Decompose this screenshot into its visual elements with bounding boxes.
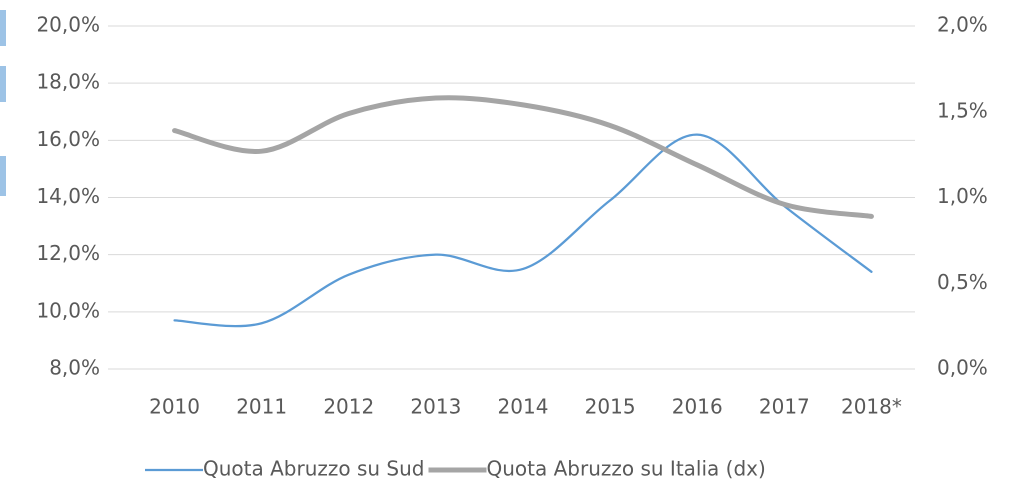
- series-line: [173, 133, 873, 328]
- x-tick-label: 2016: [672, 395, 723, 419]
- y2-tick-label: 1,0%: [937, 184, 988, 208]
- x-tick-label: 2017: [759, 395, 810, 419]
- x-tick-label: 2018*: [841, 395, 902, 419]
- decoration: [0, 66, 6, 102]
- y-tick-label: 20,0%: [36, 13, 100, 37]
- y-tick-label: 12,0%: [36, 241, 100, 265]
- y2-tick-label: 0,5%: [937, 270, 988, 294]
- decoration: [0, 156, 6, 196]
- y2-tick-label: 0,0%: [937, 356, 988, 380]
- x-tick-label: 2012: [323, 395, 374, 419]
- legend-label: Quota Abruzzo su Sud: [203, 457, 425, 481]
- x-tick-label: 2013: [410, 395, 461, 419]
- decoration: [0, 10, 6, 46]
- y-tick-label: 8,0%: [49, 356, 100, 380]
- y-tick-label: 18,0%: [36, 70, 100, 94]
- y-tick-label: 16,0%: [36, 127, 100, 151]
- y2-tick-label: 2,0%: [937, 13, 988, 37]
- y2-tick-label: 1,5%: [937, 98, 988, 122]
- legend-label: Quota Abruzzo su Italia (dx): [487, 457, 766, 481]
- x-tick-label: 2015: [585, 395, 636, 419]
- x-tick-label: 2014: [498, 395, 549, 419]
- series-line: [172, 95, 874, 219]
- y-tick-label: 14,0%: [36, 184, 100, 208]
- y-tick-label: 10,0%: [36, 298, 100, 322]
- x-tick-label: 2011: [236, 395, 287, 419]
- x-tick-label: 2010: [149, 395, 200, 419]
